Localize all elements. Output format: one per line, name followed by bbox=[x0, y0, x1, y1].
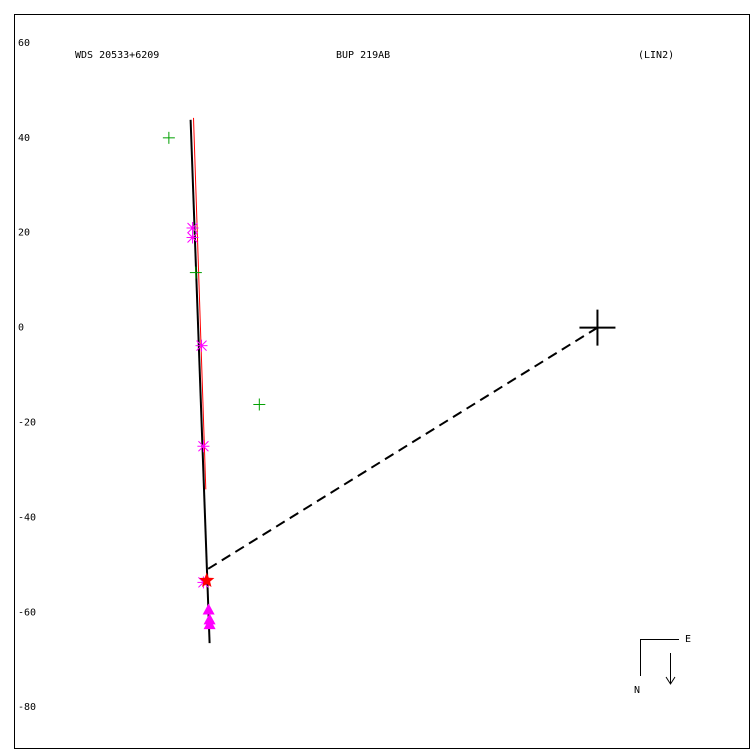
marker-stroke bbox=[198, 440, 209, 452]
y-tick-label: 60 bbox=[18, 38, 30, 49]
data-point bbox=[202, 603, 215, 615]
y-tick-label: -20 bbox=[18, 418, 36, 429]
marker-shape bbox=[199, 572, 215, 587]
marker-stroke bbox=[187, 232, 198, 243]
compass: E N bbox=[634, 634, 691, 696]
fit-label: (LIN2) bbox=[638, 50, 674, 61]
data-point bbox=[199, 572, 215, 587]
y-tick-label: 40 bbox=[18, 133, 30, 144]
fit-line bbox=[189, 119, 211, 644]
data-point bbox=[162, 131, 175, 144]
y-tick-label: -80 bbox=[18, 702, 36, 713]
chart-subtitle: BUP 219AB bbox=[336, 50, 390, 61]
compass-n-label: N bbox=[634, 685, 640, 696]
marker-shape bbox=[203, 618, 216, 630]
data-point bbox=[186, 231, 199, 244]
marker-shape bbox=[202, 603, 215, 615]
y-tick-label: 20 bbox=[18, 228, 30, 239]
data-point bbox=[189, 266, 202, 279]
plot-frame bbox=[14, 14, 750, 749]
y-tick-label: 0 bbox=[18, 323, 24, 334]
compass-arrow-head bbox=[665, 676, 676, 685]
data-point bbox=[253, 398, 266, 411]
y-tick-label: -60 bbox=[18, 607, 36, 618]
marker-stroke bbox=[196, 340, 207, 352]
y-tick-label: -40 bbox=[18, 512, 36, 523]
data-point bbox=[579, 309, 616, 346]
data-point bbox=[203, 618, 216, 630]
data-point bbox=[195, 339, 208, 352]
marker-stroke bbox=[187, 222, 198, 234]
chart-title: WDS 20533+6209 bbox=[75, 50, 159, 61]
fit-line bbox=[193, 117, 207, 490]
data-point bbox=[197, 440, 210, 453]
compass-e-label: E bbox=[685, 634, 691, 645]
dashed-line bbox=[207, 326, 599, 570]
